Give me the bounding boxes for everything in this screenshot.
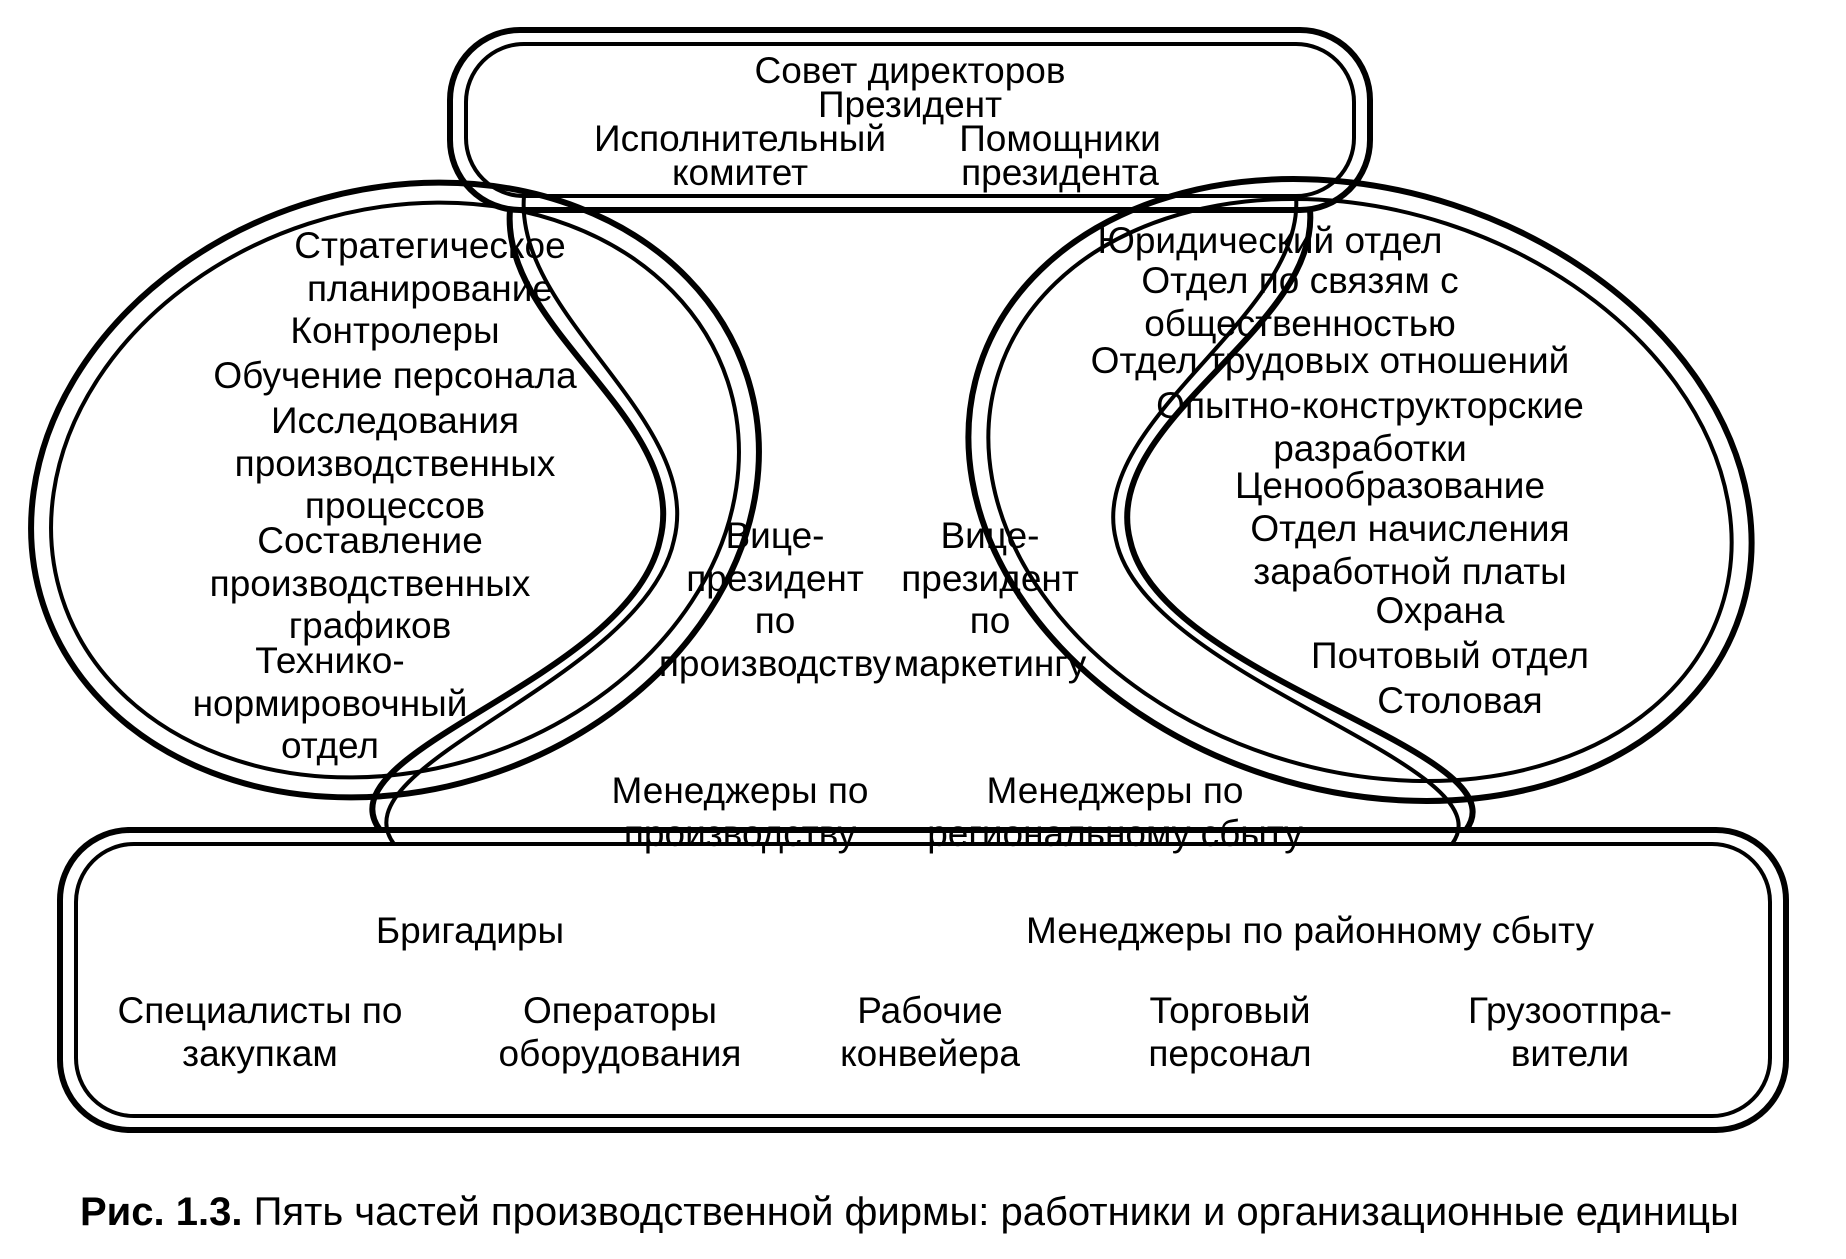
vp-marketing: Вице- президент по маркетингу xyxy=(590,515,1390,685)
managers-regional: Менеджеры по региональному сбыту xyxy=(715,770,1515,855)
right-ellipse-item-3: Отдел трудовых отношений xyxy=(930,340,1730,383)
left-ellipse-item-2: Контролеры xyxy=(0,310,795,353)
bottom-col-5: Грузоотпра- вители xyxy=(1170,990,1846,1075)
right-ellipse-item-9: Столовая xyxy=(1060,680,1846,723)
right-ellipse-item-1: Юридический отдел xyxy=(870,220,1670,263)
right-ellipse-item-5: Ценообразование xyxy=(990,465,1790,508)
top-line-4-right: президента xyxy=(660,152,1460,195)
left-ellipse-item-4: Исследования производственных процессов xyxy=(0,400,795,528)
diagram-stage: Совет директоров Президент Исполнительны… xyxy=(0,0,1846,1259)
caption-rest: Пять частей производственной фирмы: рабо… xyxy=(242,1190,1738,1234)
bottom-row1-left: Бригадиры xyxy=(70,910,870,953)
left-ellipse-item-1: Стратегическое планирование xyxy=(30,225,830,310)
bottom-row1-right: Менеджеры по районному сбыту xyxy=(910,910,1710,953)
figure-caption: Рис. 1.3. Пять частей производственной ф… xyxy=(80,1190,1739,1235)
right-ellipse-item-4: Опытно-конструкторские разработки xyxy=(970,385,1770,470)
caption-bold: Рис. 1.3. xyxy=(80,1190,242,1234)
left-ellipse-item-3: Обучение персонала xyxy=(0,355,795,398)
right-ellipse-item-2: Отдел по связям с общественностью xyxy=(900,260,1700,345)
